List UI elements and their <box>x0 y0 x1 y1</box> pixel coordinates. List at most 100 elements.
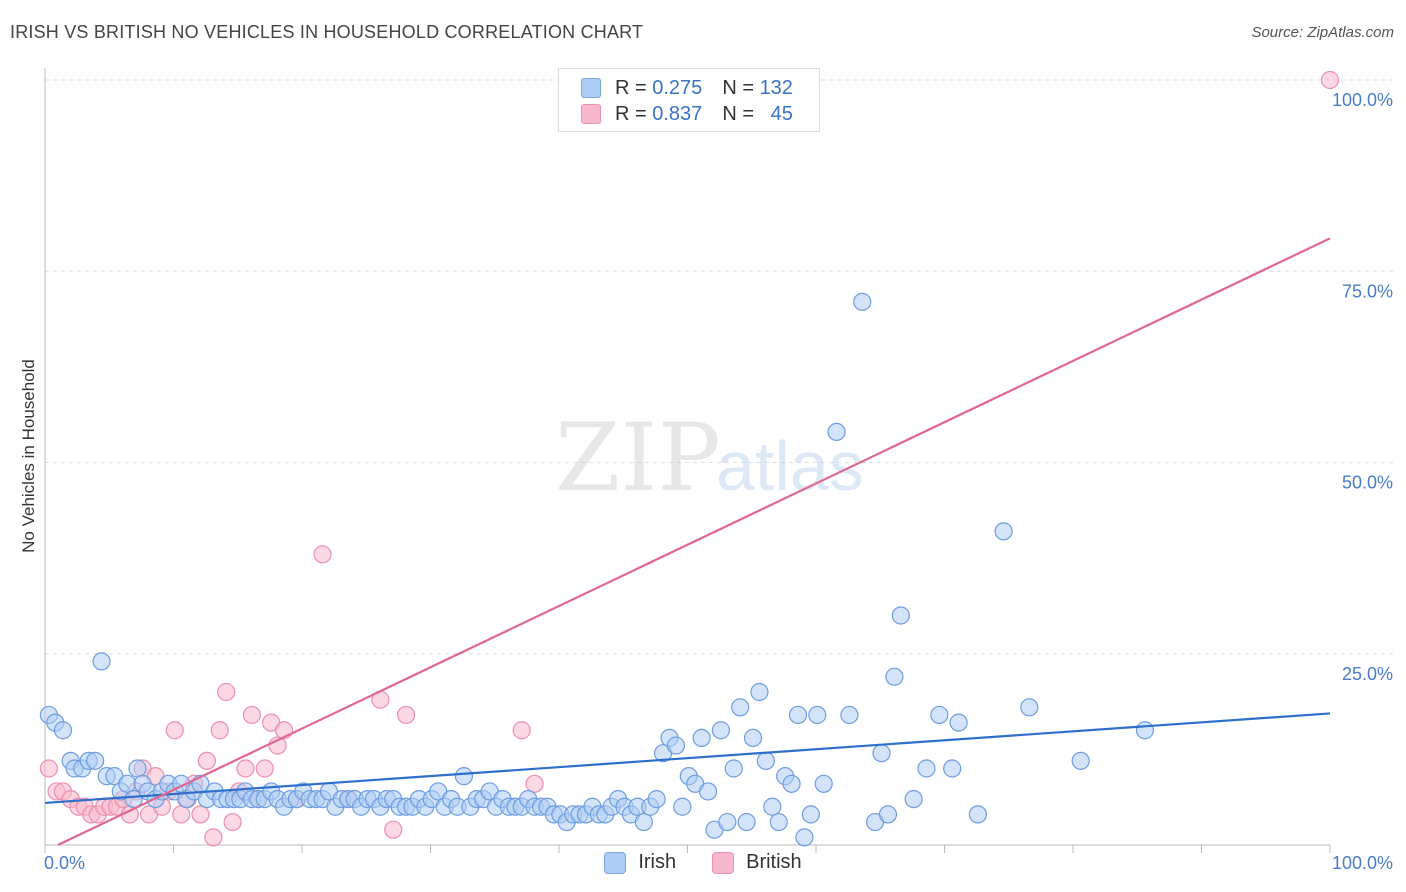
y-tick-labels: 25.0% 50.0% 75.0% 100.0% <box>1332 90 1393 684</box>
irish-point-8 <box>92 652 111 671</box>
irish-point-14 <box>128 759 147 778</box>
british-point-41 <box>384 820 403 839</box>
british-n-value: 45 <box>770 102 793 125</box>
irish-point-110 <box>743 728 763 748</box>
irish-point-139 <box>1135 721 1155 740</box>
chart-title: IRISH VS BRITISH NO VEHICLES IN HOUSEHOL… <box>10 22 644 42</box>
x-tick-label-1: 100.0% <box>1332 853 1393 873</box>
trend-lines <box>44 237 1331 846</box>
irish-point-113 <box>763 797 782 816</box>
irish-point-107 <box>724 759 743 778</box>
irish-n-label: N = <box>722 76 754 99</box>
british-point-45 <box>1320 70 1340 90</box>
irish-point-112 <box>756 751 775 770</box>
british-point-30 <box>236 759 255 778</box>
irish-point-2 <box>53 721 73 740</box>
irish-point-65 <box>454 767 474 786</box>
irish-point-95 <box>647 789 666 809</box>
british-point-0 <box>39 759 58 778</box>
british-point-42 <box>396 705 416 725</box>
british-r-value: 0.837 <box>652 102 703 125</box>
irish-point-127 <box>878 805 898 824</box>
x-tick-labels: 0.0% 100.0% <box>44 853 1393 873</box>
series-legend: Irish British <box>0 851 1406 874</box>
irish-point-116 <box>782 774 801 793</box>
british-point-23 <box>191 805 210 824</box>
irish-point-121 <box>814 774 833 793</box>
british-point-24 <box>197 751 217 770</box>
irish-point-132 <box>930 705 949 725</box>
irish-n-value: 132 <box>759 76 793 99</box>
british-point-25 <box>204 828 223 847</box>
irish-point-138 <box>1071 751 1090 770</box>
british-point-33 <box>255 759 274 778</box>
grid-lines <box>45 79 1395 655</box>
irish-point-129 <box>891 606 910 625</box>
irish-point-7 <box>86 751 105 770</box>
irish-point-102 <box>692 728 711 748</box>
irish-point-106 <box>718 812 737 832</box>
irish-legend-swatch <box>604 851 627 874</box>
british-point-28 <box>223 812 242 832</box>
irish-legend-label: Irish <box>638 851 677 873</box>
irish-point-122 <box>827 422 846 441</box>
y-tick-label-2: 75.0% <box>1342 281 1393 301</box>
irish-point-93 <box>634 812 653 832</box>
british-point-44 <box>525 774 544 793</box>
irish-point-114 <box>769 812 788 832</box>
irish-point-126 <box>872 744 891 763</box>
british-point-38 <box>313 545 332 564</box>
irish-point-12 <box>118 774 137 793</box>
british-point-26 <box>210 721 229 740</box>
watermark: ZIP atlas <box>555 404 864 513</box>
y-tick-label-3: 100.0% <box>1332 90 1393 110</box>
irish-point-134 <box>949 713 968 732</box>
legend-item-irish[interactable]: Irish <box>604 851 676 874</box>
irish-point-117 <box>788 705 808 725</box>
british-point-20 <box>172 805 191 824</box>
irish-point-103 <box>698 782 718 801</box>
x-tick-label-0: 0.0% <box>44 853 85 873</box>
y-tick-label-0: 25.0% <box>1342 664 1393 684</box>
british-swatch <box>581 104 601 124</box>
watermark-zip: ZIP <box>555 404 721 513</box>
british-r-label: R = <box>615 102 647 125</box>
irish-swatch <box>581 78 601 98</box>
irish-point-123 <box>840 705 859 725</box>
british-point-43 <box>512 721 531 740</box>
irish-points <box>39 292 1155 847</box>
irish-point-130 <box>904 789 923 809</box>
british-trend-line <box>57 237 1331 846</box>
british-point-31 <box>242 705 261 725</box>
british-legend-swatch <box>712 851 735 874</box>
irish-trend-line <box>44 712 1331 805</box>
legend-item-british[interactable]: British <box>712 851 802 874</box>
irish-point-120 <box>808 705 827 725</box>
irish-r-label: R = <box>615 76 647 99</box>
irish-point-137 <box>1020 698 1039 717</box>
irish-point-128 <box>885 667 904 686</box>
source-label: Source: ZipAtlas.com <box>1251 24 1394 41</box>
y-axis-title: No Vehicles in Household <box>19 359 38 553</box>
irish-point-13 <box>124 789 143 809</box>
irish-point-109 <box>737 812 756 832</box>
british-legend-label: British <box>746 851 802 873</box>
irish-point-105 <box>711 721 731 740</box>
irish-point-131 <box>917 759 936 778</box>
irish-point-99 <box>673 797 692 816</box>
british-point-19 <box>165 721 184 740</box>
irish-point-119 <box>801 805 820 824</box>
stats-legend: R = 0.275 N = 132 R = 0.837 N = 45 <box>558 68 820 132</box>
irish-point-133 <box>943 759 962 778</box>
y-tick-label-1: 50.0% <box>1342 473 1393 493</box>
british-point-27 <box>217 682 236 702</box>
irish-point-135 <box>968 805 988 824</box>
british-n-label: N = <box>722 102 754 125</box>
irish-point-111 <box>750 682 769 702</box>
legend-row-irish: R = 0.275 N = 132 <box>581 76 793 100</box>
irish-r-value: 0.275 <box>652 76 703 99</box>
irish-point-118 <box>795 828 814 847</box>
legend-row-british: R = 0.837 N = 45 <box>581 102 793 126</box>
irish-point-108 <box>731 698 750 717</box>
